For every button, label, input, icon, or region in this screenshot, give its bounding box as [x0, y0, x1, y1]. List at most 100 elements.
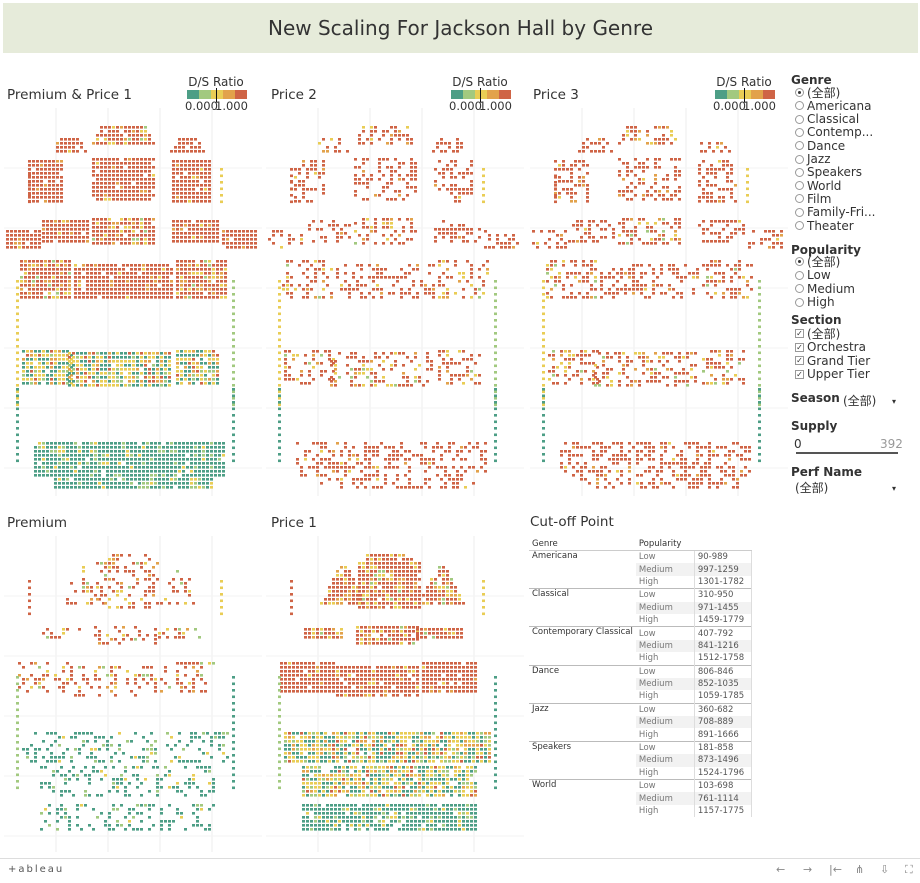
seat — [208, 220, 211, 223]
seat-map-price3[interactable] — [530, 108, 788, 496]
seat-map-premium[interactable] — [4, 536, 262, 852]
seat — [300, 374, 303, 377]
seat — [600, 474, 603, 477]
seat — [210, 470, 213, 473]
seat — [572, 442, 575, 445]
seat — [74, 232, 77, 235]
seat — [382, 226, 385, 229]
seat — [392, 458, 395, 461]
seat — [352, 482, 355, 485]
seat — [664, 482, 667, 485]
seat — [174, 470, 177, 473]
seat — [748, 450, 751, 453]
seat — [24, 292, 27, 295]
seat — [220, 260, 223, 263]
seat — [148, 178, 151, 181]
seat — [650, 230, 653, 233]
seat — [198, 146, 201, 149]
seat — [128, 218, 131, 221]
seat — [154, 482, 157, 485]
seat — [108, 162, 111, 165]
seat — [16, 319, 19, 322]
seat — [446, 228, 449, 231]
seat — [128, 174, 131, 177]
seat — [188, 184, 191, 187]
seat — [192, 280, 195, 283]
seat — [190, 146, 193, 149]
seat — [578, 160, 581, 163]
seat — [60, 168, 63, 171]
seat — [696, 478, 699, 481]
seat — [150, 272, 153, 275]
seat — [334, 360, 337, 363]
seat — [208, 196, 211, 199]
seat — [180, 176, 183, 179]
seat — [424, 292, 427, 295]
seat — [124, 368, 127, 371]
seat — [232, 689, 235, 692]
seat — [676, 292, 679, 295]
seat — [144, 606, 147, 609]
seat — [410, 142, 413, 145]
seat — [62, 378, 65, 381]
seat — [86, 590, 89, 593]
seat — [68, 138, 71, 141]
seat — [54, 454, 57, 457]
seat-map-price2[interactable] — [266, 108, 524, 496]
seat — [38, 454, 41, 457]
seat — [642, 162, 645, 165]
seat — [238, 246, 241, 249]
seat — [602, 372, 605, 375]
seat — [740, 454, 743, 457]
seat — [74, 462, 77, 465]
seat — [146, 666, 149, 669]
seat — [40, 164, 43, 167]
seat — [316, 466, 319, 469]
seat — [20, 268, 23, 271]
seat-map-premium-price1[interactable] — [4, 108, 262, 496]
seat — [120, 376, 123, 379]
seat — [706, 280, 709, 283]
seat — [46, 358, 49, 361]
seat — [232, 695, 235, 699]
dashboard-title: New Scaling For Jackson Hall by Genre — [267, 16, 654, 40]
seat — [100, 570, 103, 573]
seat — [54, 446, 57, 449]
seat — [176, 292, 179, 295]
seat — [220, 586, 223, 590]
seat — [222, 474, 225, 477]
seat — [674, 384, 677, 387]
seat — [78, 268, 81, 271]
seat — [76, 364, 79, 367]
seat — [366, 182, 369, 185]
seat — [104, 226, 107, 229]
seat — [178, 442, 181, 445]
seat — [314, 188, 317, 191]
seat — [548, 230, 551, 233]
seat — [568, 378, 571, 381]
seat — [54, 450, 57, 453]
seat — [336, 240, 339, 243]
seat — [726, 164, 729, 167]
seat — [92, 384, 95, 387]
seat — [122, 288, 125, 291]
seat — [458, 350, 461, 353]
seat — [304, 474, 307, 477]
seat — [62, 482, 65, 485]
seat — [562, 188, 565, 191]
seat — [204, 374, 207, 377]
seat — [626, 166, 629, 169]
seat — [112, 178, 115, 181]
seat — [26, 378, 29, 381]
seat — [278, 338, 281, 342]
seat — [146, 292, 149, 295]
seat — [624, 458, 627, 461]
seat — [352, 446, 355, 449]
seat — [108, 166, 111, 169]
seat — [86, 296, 89, 299]
seat — [604, 474, 607, 477]
seat — [146, 634, 149, 637]
seat — [644, 284, 647, 287]
seat — [364, 442, 367, 445]
seat — [716, 482, 719, 485]
